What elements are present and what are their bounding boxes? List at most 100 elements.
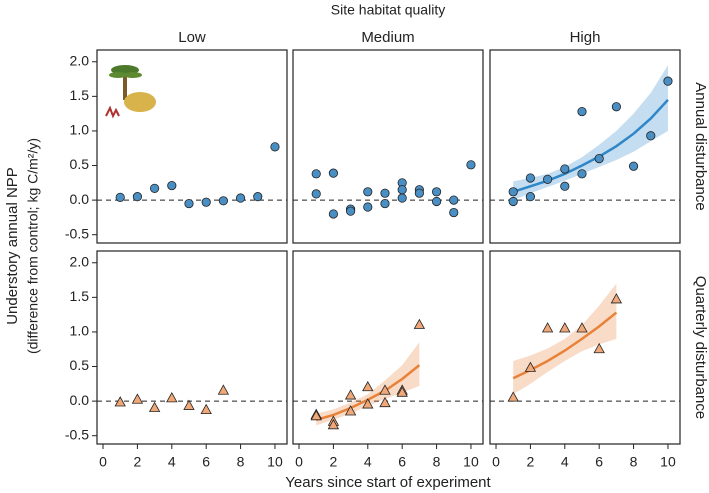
point <box>559 322 571 333</box>
point <box>628 161 639 171</box>
y-tick-label: 0.5 <box>70 156 90 172</box>
point <box>131 393 144 404</box>
point <box>235 193 246 203</box>
point <box>328 209 339 219</box>
point <box>449 195 459 205</box>
point <box>380 188 390 198</box>
point <box>541 322 554 333</box>
confidence-band <box>513 283 617 395</box>
y-tick-label: -0.5 <box>65 225 89 241</box>
point <box>397 193 407 203</box>
x-tick-label: 4 <box>364 454 372 470</box>
y-axis-label: (difference from control; kg C/m²/y) <box>25 138 41 354</box>
point <box>327 418 340 430</box>
y-tick-label: 0.0 <box>70 191 90 207</box>
y-tick-label: -0.5 <box>65 426 89 442</box>
point <box>663 76 673 86</box>
x-tick-label: 8 <box>630 454 638 470</box>
point <box>311 189 321 199</box>
x-tick-label: 0 <box>99 454 107 470</box>
point <box>310 410 322 421</box>
point <box>576 322 588 333</box>
point <box>217 384 230 395</box>
panel-frame <box>489 49 681 244</box>
y-tick-label: 1.5 <box>70 288 90 304</box>
y-tick-label: 1.0 <box>70 122 90 138</box>
x-tick-label: 4 <box>561 454 569 470</box>
point <box>594 154 604 164</box>
point <box>253 192 263 202</box>
point <box>270 142 280 152</box>
point <box>560 181 570 191</box>
point <box>363 202 373 212</box>
point <box>431 187 442 197</box>
column-label: High <box>570 29 601 46</box>
point <box>148 401 161 412</box>
x-tick-label: 2 <box>134 454 142 470</box>
point <box>646 131 656 141</box>
point <box>543 174 553 184</box>
x-tick-label: 4 <box>168 454 176 470</box>
y-tick-label: 1.0 <box>70 323 90 339</box>
point <box>414 188 424 198</box>
point <box>363 187 373 197</box>
column-label: Low <box>178 29 206 46</box>
point <box>397 185 407 195</box>
point <box>525 173 536 183</box>
point <box>344 389 357 400</box>
point <box>449 207 459 218</box>
point <box>610 293 623 304</box>
y-tick-label: 0.0 <box>70 392 90 408</box>
row-label: Annual disturbance <box>692 82 709 210</box>
row-label: Quarterly disturbance <box>692 276 709 419</box>
figure-title: Site habitat quality <box>331 2 445 18</box>
point <box>560 164 570 174</box>
point <box>218 196 228 206</box>
x-tick-label: 10 <box>660 454 676 470</box>
y-tick-label: 2.0 <box>70 253 90 269</box>
point <box>167 180 177 191</box>
y-axis-label: Understory annual NPP <box>4 167 21 325</box>
x-tick-label: 0 <box>295 454 303 470</box>
point <box>577 106 587 117</box>
point <box>524 361 537 372</box>
panel-frame <box>292 250 484 445</box>
point <box>507 391 519 402</box>
point <box>150 183 160 193</box>
x-tick-label: 6 <box>202 454 210 470</box>
point <box>183 399 195 410</box>
x-axis-label: Years since start of experiment <box>285 474 491 491</box>
point <box>114 396 126 407</box>
point <box>200 403 212 415</box>
point <box>508 187 518 197</box>
point <box>362 398 374 409</box>
point <box>396 386 408 397</box>
point <box>184 198 194 209</box>
point <box>166 392 178 403</box>
point <box>132 192 143 202</box>
point <box>346 206 356 216</box>
y-tick-label: 1.5 <box>70 87 90 103</box>
x-tick-label: 10 <box>463 454 479 470</box>
point <box>380 198 390 209</box>
x-tick-label: 6 <box>595 454 603 470</box>
point <box>525 192 536 202</box>
point <box>577 169 587 179</box>
fit-line <box>512 98 669 193</box>
point <box>328 168 339 178</box>
point <box>431 196 442 207</box>
panel-frame <box>489 250 681 445</box>
x-tick-label: 2 <box>527 454 535 470</box>
point <box>611 102 621 112</box>
point <box>201 197 211 207</box>
point <box>379 396 391 408</box>
point <box>379 384 391 395</box>
point <box>593 342 605 354</box>
icon <box>105 65 156 119</box>
x-tick-label: 8 <box>433 454 441 470</box>
x-tick-label: 10 <box>267 454 283 470</box>
x-tick-label: 0 <box>492 454 500 470</box>
y-tick-label: 0.5 <box>70 357 90 373</box>
x-tick-label: 6 <box>398 454 406 470</box>
